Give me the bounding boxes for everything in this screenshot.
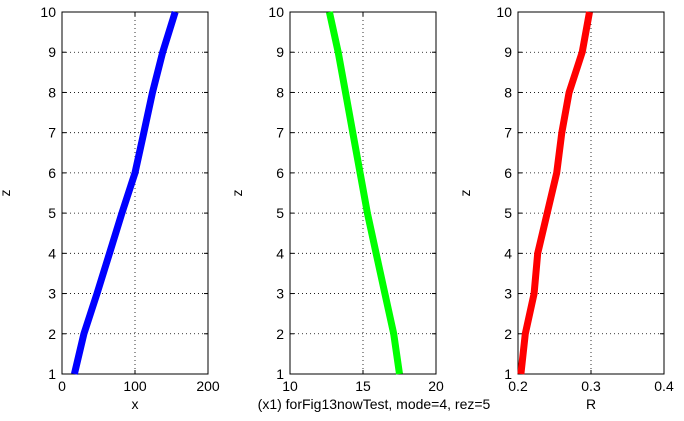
y-tick-label: 9 bbox=[48, 44, 56, 60]
y-tick-label: 3 bbox=[48, 286, 56, 302]
x-axis-label: x bbox=[132, 396, 139, 412]
y-tick-label: 6 bbox=[48, 165, 56, 181]
y-tick-label: 2 bbox=[48, 326, 56, 342]
y-tick-label: 4 bbox=[48, 245, 56, 261]
y-tick-label: 4 bbox=[504, 245, 512, 261]
y-tick-label: 8 bbox=[504, 84, 512, 100]
subplot-1: 123456789100100200zx bbox=[0, 4, 220, 412]
x-tick-label: 0.3 bbox=[581, 378, 601, 394]
y-tick-label: 10 bbox=[496, 4, 512, 20]
y-tick-label: 1 bbox=[276, 366, 284, 382]
y-tick-label: 7 bbox=[276, 125, 284, 141]
x-tick-label: 100 bbox=[123, 378, 147, 394]
series-line bbox=[325, 11, 403, 375]
y-tick-label: 5 bbox=[504, 205, 512, 221]
y-tick-label: 3 bbox=[504, 286, 512, 302]
y-tick-label: 5 bbox=[48, 205, 56, 221]
x-tick-label: 200 bbox=[196, 378, 220, 394]
figure-caption: (x1) forFig13nowTest, mode=4, rez=5 bbox=[258, 396, 491, 412]
series-line bbox=[517, 11, 593, 375]
y-tick-label: 3 bbox=[276, 286, 284, 302]
x-tick-label: 0.2 bbox=[508, 378, 528, 394]
y-tick-label: 9 bbox=[504, 44, 512, 60]
subplot-3: 1 2 3 4 5 6 7 8 9 10 0.2 0.3 0.4 z R bbox=[457, 4, 674, 412]
x-tick-label: 0 bbox=[58, 378, 66, 394]
y-tick-label: 5 bbox=[276, 205, 284, 221]
x-tick-label: 15 bbox=[355, 378, 371, 394]
y-tick-label: 6 bbox=[276, 165, 284, 181]
x-tick-label: 20 bbox=[428, 378, 444, 394]
y-tick-label: 8 bbox=[276, 84, 284, 100]
y-tick-label: 7 bbox=[504, 125, 512, 141]
y-axis-label: z bbox=[457, 190, 473, 197]
series-line bbox=[70, 10, 179, 375]
y-tick-label: 10 bbox=[40, 4, 56, 20]
x-tick-label: 0.4 bbox=[654, 378, 674, 394]
y-tick-label: 2 bbox=[504, 326, 512, 342]
y-tick-label: 10 bbox=[268, 4, 284, 20]
y-tick-label: 7 bbox=[48, 125, 56, 141]
x-axis-label: R bbox=[586, 396, 596, 412]
y-axis-label: z bbox=[0, 190, 13, 197]
y-tick-label: 2 bbox=[276, 326, 284, 342]
y-axis-label: z bbox=[229, 190, 245, 197]
y-tick-label: 1 bbox=[48, 366, 56, 382]
y-tick-label: 4 bbox=[276, 245, 284, 261]
y-tick-label: 1 bbox=[504, 366, 512, 382]
subplot-2: 1 2 3 4 5 6 7 8 9 10 10 15 20 z bbox=[229, 4, 444, 394]
y-tick-label: 6 bbox=[504, 165, 512, 181]
y-tick-label: 8 bbox=[48, 84, 56, 100]
y-tick-label: 9 bbox=[276, 44, 284, 60]
x-tick-label: 10 bbox=[282, 378, 298, 394]
